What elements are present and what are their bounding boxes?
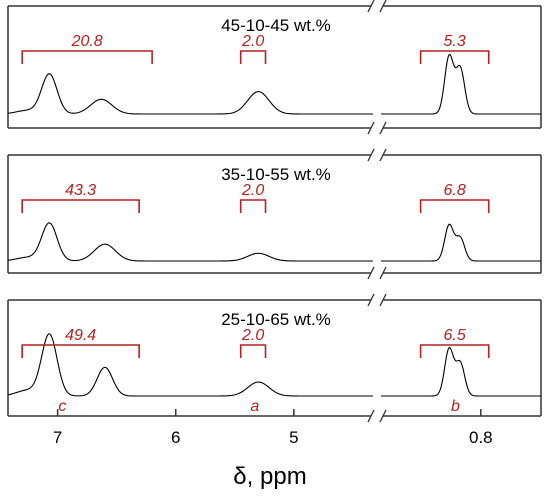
integral-bracket (239, 344, 267, 358)
spectrum-panel: 25-10-65 wt.% 49.4 2.0 6.5 (7, 293, 542, 423)
axis-break-mark (379, 409, 387, 423)
spectrum-line (381, 223, 541, 262)
panel-label: 25-10-65 wt.% (221, 310, 331, 329)
spectrum-panel: 45-10-45 wt.% 20.8 2.0 5.3 (7, 0, 542, 135)
axis-break-mark (367, 148, 375, 162)
integral-value: 5.3 (444, 33, 466, 50)
x-tick-label: 6 (171, 428, 180, 447)
peak-assignment-label: c (58, 398, 66, 415)
axis-break-mark (379, 148, 387, 162)
integral-value: 49.4 (65, 327, 96, 344)
axis-break-mark (367, 266, 375, 280)
axis-break-mark (379, 121, 387, 135)
axis-break-mark (379, 0, 387, 13)
integral-bracket (239, 199, 267, 213)
integral-value: 43.3 (65, 182, 96, 199)
panel-label: 35-10-55 wt.% (221, 165, 331, 184)
integral-value: 2.0 (241, 33, 264, 50)
integral-value: 6.8 (444, 182, 466, 199)
integral-value: 2.0 (241, 182, 264, 199)
integral-value: 2.0 (241, 327, 264, 344)
x-tick-label: 5 (289, 428, 298, 447)
integral-value: 6.5 (444, 327, 466, 344)
x-axis-label: δ, ppm (233, 463, 306, 490)
peak-assignment-label: a (250, 398, 259, 415)
peak-assignment-label: b (451, 398, 460, 415)
spectrum-line (7, 222, 373, 262)
panel-label: 45-10-45 wt.% (221, 16, 331, 35)
spectrum-line (7, 333, 373, 397)
x-tick-label: 7 (53, 428, 62, 447)
integral-bracket (21, 50, 153, 64)
integral-bracket (419, 199, 490, 213)
axis-break-mark (367, 121, 375, 135)
integral-bracket (419, 50, 490, 64)
spectrum-panel: 35-10-55 wt.% 43.3 2.0 6.8 (7, 148, 542, 280)
axis-break-mark (379, 266, 387, 280)
integral-bracket (21, 344, 140, 358)
integral-bracket (21, 199, 140, 213)
axis-break-mark (367, 409, 375, 423)
axis-break-mark (367, 0, 375, 13)
x-tick-label: 0.8 (469, 428, 493, 447)
integral-value: 20.8 (71, 33, 103, 50)
spectrum-line (381, 347, 541, 397)
spectrum-line (7, 73, 373, 115)
integral-bracket (419, 344, 490, 358)
spectrum-line (381, 53, 541, 115)
axis-break-mark (379, 293, 387, 307)
axis-break-mark (367, 293, 375, 307)
integral-bracket (239, 50, 267, 64)
